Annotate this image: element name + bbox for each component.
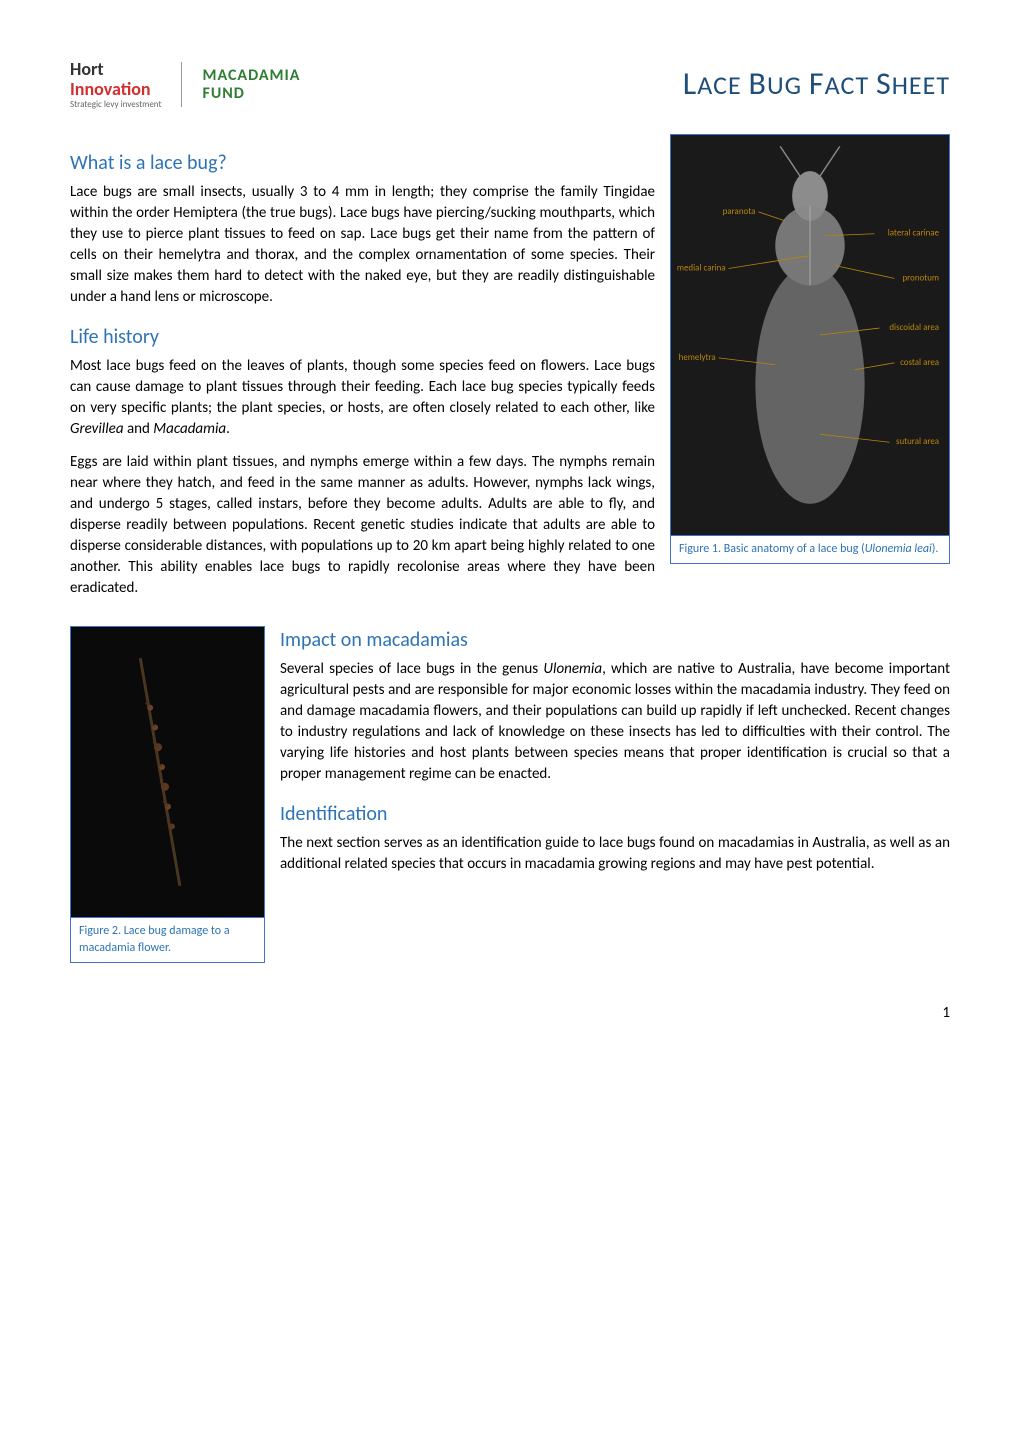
- title-text: L: [683, 64, 697, 103]
- macadamia-fund-logo: MACADAMIA FUND: [202, 67, 300, 102]
- title-text: F: [809, 64, 825, 103]
- figure-1-container: paranota lateral carinae medial carina p…: [670, 134, 950, 564]
- figure-1-caption: Figure 1. Basic anatomy of a lace bug (U…: [671, 535, 949, 563]
- title-text: ACE: [697, 69, 748, 101]
- logo-text: Hort: [70, 60, 161, 80]
- body-text: , which are native to Australia, have be…: [280, 660, 950, 783]
- body-text: Ulonemia: [543, 660, 602, 678]
- anatomy-label: costal area: [900, 357, 939, 368]
- lace-bug-anatomy-svg: paranota lateral carinae medial carina p…: [671, 135, 949, 535]
- anatomy-label: discoidal area: [889, 323, 939, 334]
- logo-text: FUND: [202, 85, 300, 103]
- body-text: Most lace bugs feed on the leaves of pla…: [70, 357, 655, 417]
- hort-innovation-logo: Hort Innovation Strategic levy investmen…: [70, 60, 161, 109]
- flower-damage-svg: [71, 627, 264, 917]
- anatomy-label: lateral carinae: [888, 228, 940, 239]
- title-text: ACT: [825, 69, 876, 101]
- figure-2-container: Figure 2. Lace bug damage to a macadamia…: [70, 626, 265, 963]
- main-content: paranota lateral carinae medial carina p…: [70, 134, 950, 611]
- figure-2-image: [71, 627, 264, 917]
- caption-text: ).: [932, 542, 939, 556]
- page-number: 1: [70, 1003, 950, 1024]
- body-text: and: [124, 420, 154, 438]
- title-text: S: [876, 64, 892, 103]
- body-text: .: [226, 420, 230, 438]
- logo-text: MACADAMIA: [202, 67, 300, 85]
- document-title: LACE BUG FACT SHEET: [683, 62, 950, 107]
- anatomy-label: hemelytra: [679, 352, 716, 363]
- logo-divider: [181, 62, 182, 107]
- anatomy-label: sutural area: [896, 437, 939, 448]
- logos-container: Hort Innovation Strategic levy investmen…: [70, 60, 300, 109]
- body-text: Macadamia: [153, 420, 226, 438]
- anatomy-label: pronotum: [903, 273, 940, 284]
- title-text: B: [749, 64, 767, 103]
- logo-text: Innovation: [70, 80, 161, 100]
- anatomy-label: medial carina: [677, 263, 726, 274]
- page-header: Hort Innovation Strategic levy investmen…: [70, 60, 950, 109]
- body-text: Several species of lace bugs in the genu…: [280, 660, 543, 678]
- title-text: UG: [767, 69, 809, 101]
- caption-text: Figure 1. Basic anatomy of a lace bug (: [679, 542, 865, 556]
- body-text: Grevillea: [70, 420, 124, 438]
- figure-1-image: paranota lateral carinae medial carina p…: [671, 135, 949, 535]
- lower-content: Figure 2. Lace bug damage to a macadamia…: [70, 626, 950, 973]
- figure-2-caption: Figure 2. Lace bug damage to a macadamia…: [71, 917, 264, 962]
- title-text: HEET: [892, 69, 950, 101]
- logo-text: Strategic levy investment: [70, 100, 161, 110]
- caption-text: Ulonemia leai: [865, 542, 932, 556]
- anatomy-label: paranota: [723, 206, 756, 217]
